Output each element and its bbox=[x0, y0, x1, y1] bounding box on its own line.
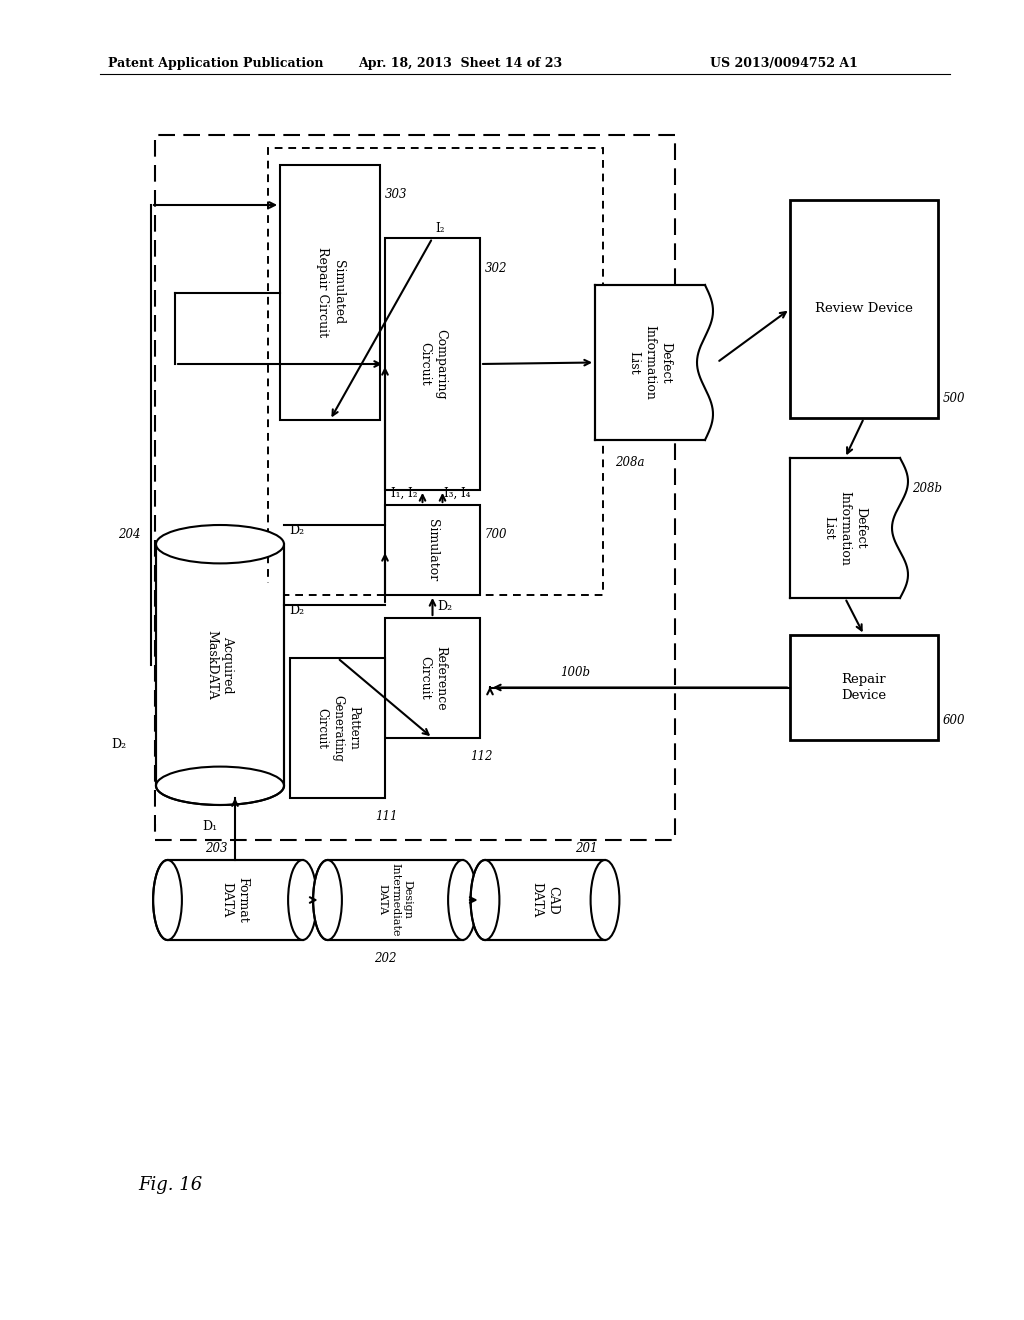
Text: 204: 204 bbox=[119, 528, 141, 541]
Text: D₂: D₂ bbox=[289, 524, 304, 536]
Ellipse shape bbox=[156, 525, 284, 564]
Bar bbox=[485, 861, 605, 940]
Text: 302: 302 bbox=[485, 261, 508, 275]
Text: D₂: D₂ bbox=[111, 738, 126, 751]
Bar bbox=[168, 861, 302, 940]
Bar bbox=[385, 238, 480, 490]
Text: 208b: 208b bbox=[912, 482, 942, 495]
Bar bbox=[290, 657, 385, 799]
Bar bbox=[595, 285, 720, 440]
Bar bbox=[328, 861, 463, 940]
Text: Reference
Circuit: Reference Circuit bbox=[418, 645, 447, 710]
Text: Defect
Information
List: Defect Information List bbox=[628, 325, 673, 400]
Text: I₃, I₄: I₃, I₄ bbox=[444, 487, 471, 499]
Text: Repair
Device: Repair Device bbox=[842, 673, 887, 702]
Text: 500: 500 bbox=[943, 392, 966, 404]
Text: 600: 600 bbox=[943, 714, 966, 726]
Text: Fig. 16: Fig. 16 bbox=[138, 1176, 203, 1195]
Text: Comparing
Circuit: Comparing Circuit bbox=[418, 329, 447, 400]
Bar bbox=[385, 618, 480, 738]
Text: Patent Application Publication: Patent Application Publication bbox=[108, 57, 324, 70]
Text: 201: 201 bbox=[575, 842, 597, 854]
Bar bbox=[156, 582, 284, 824]
Text: 111: 111 bbox=[375, 809, 397, 822]
Text: 202: 202 bbox=[374, 952, 396, 965]
Bar bbox=[280, 165, 380, 420]
Text: D₂: D₂ bbox=[437, 601, 453, 612]
Text: Format
DATA: Format DATA bbox=[220, 876, 250, 923]
Text: 203: 203 bbox=[205, 842, 227, 854]
Text: D₂: D₂ bbox=[289, 603, 304, 616]
Ellipse shape bbox=[591, 861, 620, 940]
Text: Pattern
Generating
Circuit: Pattern Generating Circuit bbox=[315, 694, 360, 762]
Ellipse shape bbox=[154, 861, 182, 940]
Text: I₁, I₂: I₁, I₂ bbox=[391, 487, 418, 499]
Text: US 2013/0094752 A1: US 2013/0094752 A1 bbox=[710, 57, 858, 70]
Text: 700: 700 bbox=[485, 528, 508, 541]
Bar bbox=[790, 201, 938, 418]
Text: CAD
DATA: CAD DATA bbox=[530, 882, 559, 917]
Text: Acquired
MaskDATA: Acquired MaskDATA bbox=[206, 630, 234, 700]
Bar bbox=[790, 635, 938, 741]
Text: Review Device: Review Device bbox=[815, 302, 913, 315]
Text: Design
Intermediate
DATA: Design Intermediate DATA bbox=[378, 863, 413, 937]
Ellipse shape bbox=[313, 861, 342, 940]
Text: Simulator: Simulator bbox=[426, 519, 439, 581]
Text: 112: 112 bbox=[470, 750, 493, 763]
Bar bbox=[385, 506, 480, 595]
Ellipse shape bbox=[156, 767, 284, 805]
Ellipse shape bbox=[449, 861, 477, 940]
Ellipse shape bbox=[288, 861, 316, 940]
Text: Apr. 18, 2013  Sheet 14 of 23: Apr. 18, 2013 Sheet 14 of 23 bbox=[358, 57, 562, 70]
Bar bbox=[155, 135, 675, 840]
Text: Defect
Information
List: Defect Information List bbox=[822, 491, 867, 565]
Text: 100b: 100b bbox=[560, 667, 590, 678]
Ellipse shape bbox=[471, 861, 500, 940]
Text: I₂: I₂ bbox=[435, 222, 445, 235]
Bar bbox=[268, 148, 603, 595]
Text: 303: 303 bbox=[385, 189, 408, 202]
Bar bbox=[790, 458, 915, 598]
Text: Simulated
Repair Circuit: Simulated Repair Circuit bbox=[315, 247, 344, 338]
Text: 208a: 208a bbox=[615, 455, 644, 469]
Text: D₁: D₁ bbox=[203, 821, 217, 833]
